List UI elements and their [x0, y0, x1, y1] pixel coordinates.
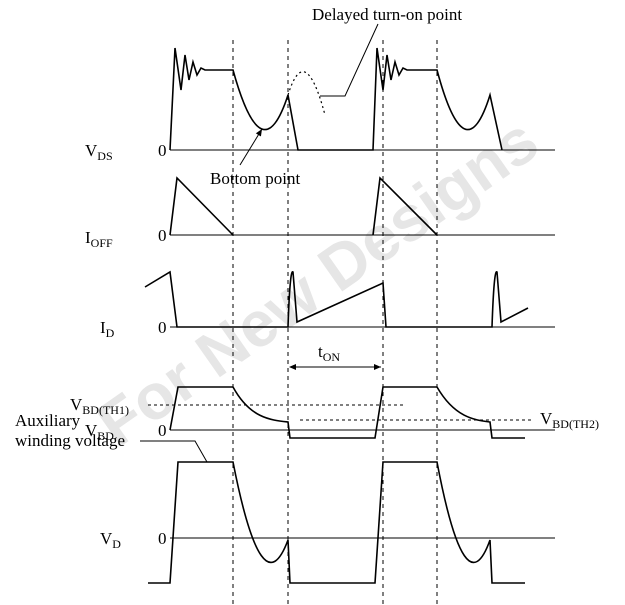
bottom-arrow: [239, 128, 263, 166]
vbd-wave: [169, 386, 525, 439]
signal-label: ID: [100, 318, 115, 340]
zero-label: 0: [158, 318, 167, 337]
vbd-th1-label: VBD(TH1): [70, 395, 129, 417]
aux-callout: [140, 440, 208, 463]
zero-label: 0: [158, 141, 167, 160]
delayed-dotted: [287, 71, 326, 116]
vds-wave: [169, 47, 503, 151]
signal-label: IOFF: [85, 228, 113, 250]
vd-wave: [148, 461, 525, 584]
ioff-wave: [169, 176, 438, 236]
zero-label: 0: [158, 421, 167, 440]
bottom-label: Bottom point: [210, 169, 300, 188]
zero-label: 0: [158, 226, 167, 245]
signal-label: VD: [100, 529, 121, 551]
delayed-label: Delayed turn-on point: [312, 5, 462, 24]
aux-label: Auxiliary: [15, 411, 81, 430]
vbd-th2-label: VBD(TH2): [540, 409, 599, 431]
signal-label: VDS: [85, 141, 113, 163]
id-wave: [144, 270, 529, 328]
signal-label: VBD: [85, 421, 114, 443]
ton-label: tON: [318, 342, 340, 364]
callout-line: [320, 23, 379, 97]
aux-label: winding voltage: [15, 431, 125, 450]
zero-label: 0: [158, 529, 167, 548]
